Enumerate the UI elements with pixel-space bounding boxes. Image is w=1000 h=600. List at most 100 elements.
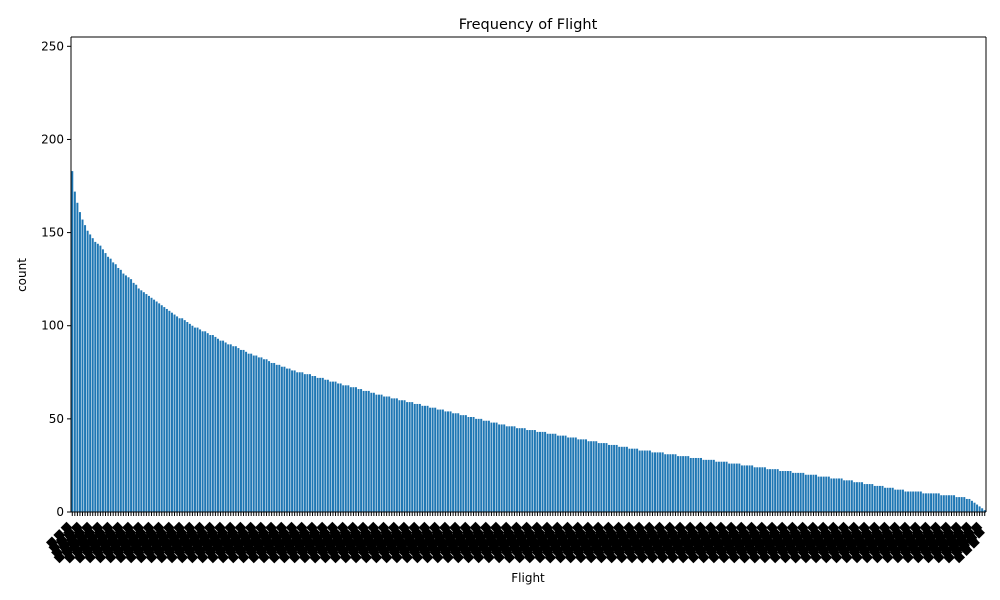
bar: [268, 361, 271, 512]
bar: [812, 474, 815, 512]
bar: [740, 465, 743, 512]
bar: [577, 439, 580, 512]
bar: [147, 295, 150, 512]
bar: [211, 335, 214, 512]
bar: [165, 308, 168, 512]
y-tick-label: 100: [41, 319, 64, 333]
bar: [490, 422, 493, 512]
bar: [554, 433, 557, 512]
bar: [541, 431, 544, 512]
bar: [973, 502, 976, 512]
bar: [429, 407, 432, 512]
bar: [209, 335, 212, 512]
bar: [758, 467, 761, 512]
bar: [848, 480, 851, 512]
chart-title: Frequency of Flight: [459, 17, 598, 33]
bar: [383, 396, 386, 512]
bar: [551, 433, 554, 512]
bar: [191, 325, 194, 512]
bar: [482, 420, 485, 512]
bar: [181, 318, 184, 512]
bar: [291, 370, 294, 512]
bar: [385, 396, 388, 512]
bar: [444, 411, 447, 512]
bar: [142, 292, 145, 512]
bar: [132, 282, 135, 512]
bar: [257, 357, 260, 512]
bar: [825, 476, 828, 512]
bar: [858, 482, 861, 512]
bar: [137, 288, 140, 512]
bar: [924, 493, 927, 512]
bar: [845, 480, 848, 512]
bar: [820, 476, 823, 512]
bar: [365, 390, 368, 512]
bar: [493, 422, 495, 512]
bar: [237, 348, 240, 512]
bar: [585, 439, 587, 512]
bar: [636, 448, 639, 512]
bar: [124, 275, 127, 512]
bar: [779, 471, 782, 512]
bar: [958, 497, 961, 512]
bar: [135, 284, 138, 512]
bar: [513, 426, 516, 512]
bar: [789, 471, 792, 512]
bar: [408, 402, 411, 512]
bar: [140, 290, 143, 512]
bar: [953, 495, 956, 512]
bar: [89, 234, 92, 512]
bar: [216, 338, 219, 512]
bar: [250, 353, 253, 512]
bar: [633, 448, 636, 512]
bar: [239, 349, 242, 512]
bar: [199, 329, 202, 512]
bar: [684, 456, 687, 512]
bar: [613, 444, 616, 512]
bar: [503, 424, 506, 512]
bar: [981, 508, 984, 512]
bar: [505, 426, 508, 512]
bar: [641, 450, 644, 512]
bar: [567, 437, 570, 512]
bar: [406, 402, 409, 512]
bar: [375, 394, 378, 512]
bar: [301, 372, 304, 512]
bar: [625, 446, 628, 512]
bar: [224, 342, 227, 512]
bar: [725, 461, 728, 512]
bar: [746, 465, 749, 512]
bar: [73, 191, 76, 513]
bar: [498, 424, 501, 512]
bar: [976, 504, 979, 512]
bar: [904, 491, 907, 512]
bar: [654, 452, 657, 512]
bar: [439, 409, 442, 512]
bar: [651, 452, 654, 512]
bar: [794, 472, 797, 512]
bar: [275, 364, 278, 512]
bar: [628, 448, 631, 512]
bar: [117, 267, 120, 512]
x-axis-ticks: ■■■■■■■■■■■■■■■■■■■■■■■■■■■■■■■■■■■■■■■■…: [43, 512, 987, 565]
bar: [145, 294, 148, 512]
bar: [114, 264, 117, 512]
bar: [574, 437, 577, 512]
bar: [909, 491, 912, 512]
bar: [232, 346, 235, 512]
bar: [227, 344, 230, 512]
bar: [99, 245, 102, 512]
bar: [579, 439, 582, 512]
bar: [255, 355, 258, 512]
bar: [446, 411, 449, 512]
bars-group: [71, 171, 986, 513]
bar: [763, 467, 766, 512]
bar: [968, 498, 971, 512]
bar: [362, 390, 365, 512]
bar: [500, 424, 503, 512]
bar: [163, 307, 166, 512]
bar: [830, 478, 833, 512]
bar: [674, 454, 677, 512]
bar: [262, 359, 265, 512]
bar: [702, 459, 705, 512]
